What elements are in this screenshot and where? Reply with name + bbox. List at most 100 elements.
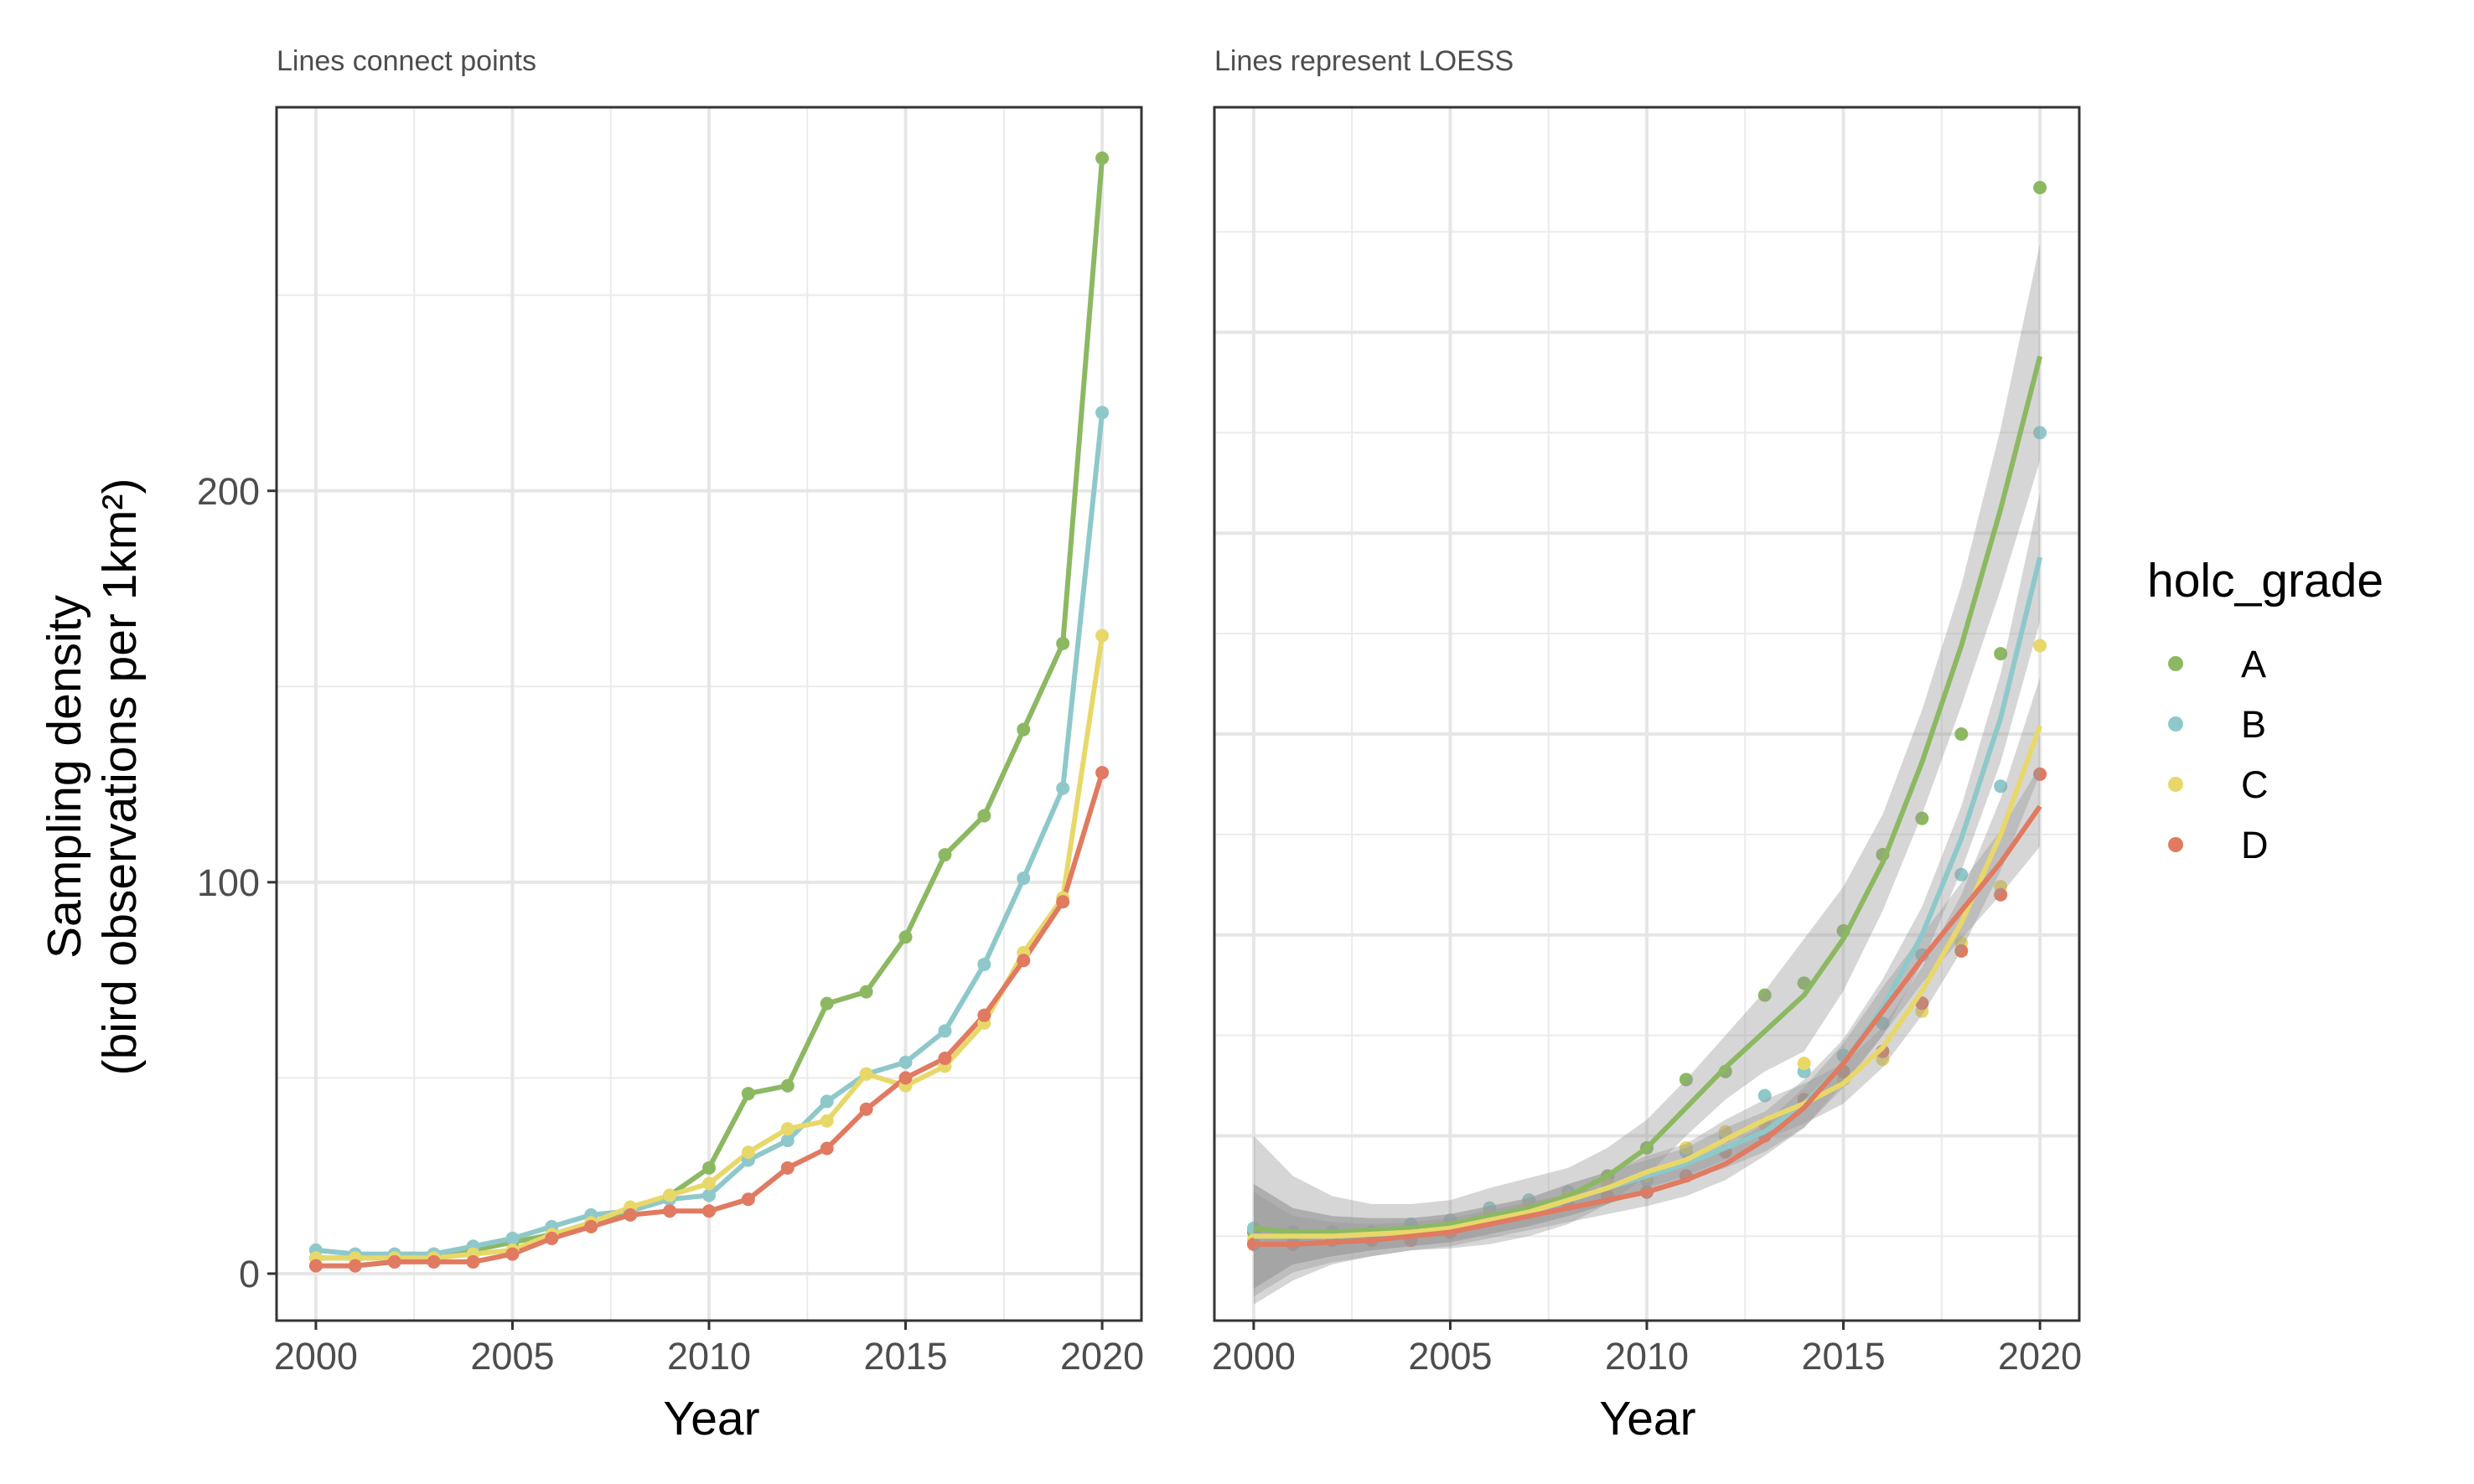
data-point-D <box>505 1247 520 1261</box>
data-point-B <box>1757 1088 1772 1103</box>
data-point-D <box>702 1204 716 1218</box>
legend-key-D <box>2168 837 2183 852</box>
data-point-D <box>741 1192 755 1207</box>
legend-label-D: D <box>2241 824 2269 866</box>
legend-label-A: A <box>2241 643 2266 685</box>
left-x-axis-title: Year <box>663 1392 759 1445</box>
legend-label-B: B <box>2241 703 2266 746</box>
data-point-D <box>938 1052 952 1066</box>
left-plot-area: 2000 2005 2010 2015 2020 0 100 200 <box>197 106 1144 1378</box>
left-x-tick-label: 2015 <box>863 1335 947 1378</box>
right-x-axis-title: Year <box>1599 1392 1695 1445</box>
data-point-A <box>1017 722 1031 737</box>
y-axis-title-line2: (bird observations per 1km²) <box>93 478 147 1076</box>
left-panel-subtitle: Lines connect points <box>277 45 536 77</box>
data-point-A <box>1954 726 1969 741</box>
data-point-B <box>1876 1016 1890 1031</box>
data-point-A <box>702 1161 716 1175</box>
right-plot-area: 2000 2005 2010 2015 2020 <box>1212 106 2082 1378</box>
data-point-A <box>898 930 913 944</box>
data-point-A <box>741 1087 755 1101</box>
data-point-C <box>702 1176 716 1191</box>
data-point-C <box>859 1067 873 1081</box>
left-y-tick-label: 0 <box>239 1253 260 1295</box>
data-point-D <box>624 1207 638 1222</box>
data-point-C <box>1095 628 1110 643</box>
data-point-B <box>780 1134 794 1148</box>
data-point-B <box>505 1231 520 1245</box>
data-point-A <box>938 848 952 862</box>
left-x-tick-label: 2020 <box>1060 1335 1144 1378</box>
loess-line-C <box>1253 725 2042 1239</box>
left-panel-border <box>275 106 1143 1322</box>
data-point-A <box>2033 180 2047 194</box>
data-point-C <box>663 1188 677 1202</box>
left-panel: Lines connect points 2000 2005 2010 2015 202… <box>197 45 1144 1445</box>
loess-line-D <box>1253 804 2042 1247</box>
data-point-D <box>308 1259 323 1273</box>
y-axis-title-line1: Sampling density <box>38 594 91 959</box>
left-x-tick-label: 2010 <box>667 1335 751 1378</box>
right-x-tick-label: 2015 <box>1801 1335 1885 1378</box>
data-point-D <box>663 1204 677 1218</box>
data-point-D <box>466 1254 480 1269</box>
data-point-B <box>702 1188 716 1202</box>
data-point-B <box>1017 871 1031 886</box>
right-x-tick-label: 2010 <box>1605 1335 1689 1378</box>
legend-label-C: C <box>2241 763 2269 806</box>
data-point-D <box>545 1231 559 1245</box>
data-point-A <box>1679 1073 1693 1087</box>
right-panel: Lines represent LOESS 2000 2005 2010 2015 20… <box>1212 45 2082 1445</box>
data-point-D <box>1994 887 2008 902</box>
data-point-D <box>348 1259 362 1273</box>
left-marks <box>308 151 1110 1273</box>
legend-key-B <box>2168 716 2183 732</box>
data-point-A <box>1757 988 1772 1002</box>
data-point-A <box>977 809 991 823</box>
loess-ribbon-C <box>1253 677 2041 1289</box>
data-point-B <box>1095 406 1110 420</box>
data-point-C <box>1797 1057 1811 1071</box>
data-point-A <box>1994 647 2008 661</box>
data-point-B <box>938 1024 952 1038</box>
legend-key-C <box>2168 777 2183 792</box>
left-x-tick-label: 2005 <box>470 1335 554 1378</box>
data-point-A <box>859 985 873 999</box>
data-point-D <box>898 1071 913 1085</box>
data-point-D <box>1095 766 1110 780</box>
right-panel-subtitle: Lines represent LOESS <box>1214 45 1514 77</box>
data-point-D <box>859 1102 873 1116</box>
data-point-B <box>1994 779 2008 794</box>
data-point-D <box>2033 767 2047 781</box>
right-x-tick-label: 2020 <box>1998 1335 2082 1378</box>
data-point-B <box>1954 867 1969 882</box>
data-point-C <box>1679 1140 1693 1155</box>
loess-line-A <box>1253 355 2043 1235</box>
data-point-D <box>977 1008 991 1022</box>
data-point-A <box>820 996 834 1011</box>
data-point-C <box>1718 1125 1732 1139</box>
data-point-A <box>1095 151 1110 165</box>
right-x-tick-label: 2000 <box>1212 1335 1296 1378</box>
data-point-D <box>820 1141 834 1156</box>
data-point-D <box>1954 944 1969 958</box>
left-y-tick-label: 200 <box>197 470 260 513</box>
data-point-D <box>1056 895 1070 909</box>
data-point-D <box>780 1161 794 1175</box>
data-point-D <box>427 1254 441 1269</box>
legend-key-A <box>2168 656 2183 671</box>
data-point-C <box>741 1145 755 1160</box>
data-point-C <box>2033 639 2047 653</box>
data-point-A <box>1915 811 1929 825</box>
loess-ribbon-A <box>1253 244 2041 1305</box>
data-point-D <box>1017 954 1031 968</box>
data-point-C <box>820 1114 834 1128</box>
data-point-D <box>387 1254 401 1269</box>
data-point-B <box>2033 426 2047 440</box>
data-point-B <box>1056 781 1070 795</box>
legend-title: holc_grade <box>2147 554 2383 608</box>
data-point-A <box>780 1078 794 1093</box>
